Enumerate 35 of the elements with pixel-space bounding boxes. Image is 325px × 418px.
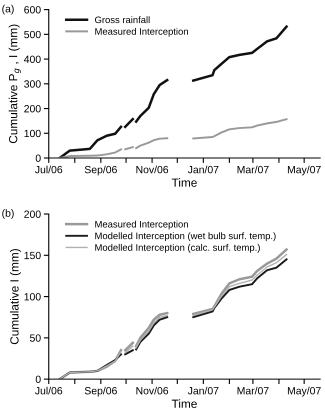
y-tick-label: 200 xyxy=(24,105,41,112)
x-tick-label: Nov/06 xyxy=(136,166,168,174)
x-tick-label: Jul/06 xyxy=(35,166,62,174)
legend-label: Measured Interception xyxy=(95,28,188,37)
x-tick-label: Sep/06 xyxy=(84,166,117,176)
y-tick-label: 400 xyxy=(24,56,41,63)
x-tick-label: May/07 xyxy=(288,386,321,396)
y-tick-label: 0 xyxy=(36,154,41,162)
legend-label: Gross rainfall xyxy=(95,16,150,24)
x-tick-label: May/07 xyxy=(288,166,321,176)
x-tick-label: Sep/06 xyxy=(84,386,117,396)
text: (b) xyxy=(2,209,14,219)
x-tick-label: Jan/07 xyxy=(188,166,218,174)
y-tick-label: 150 xyxy=(24,252,41,260)
y-tick-label: 200 xyxy=(24,210,41,218)
y-tick-label: 0 xyxy=(36,376,41,384)
y-axis-title: Cumulative P$_{g}$ , I (mm) xyxy=(8,24,21,144)
y-axis-title: Cumulative I (mm) xyxy=(10,249,21,344)
x-tick-label: Jul/06 xyxy=(35,386,62,394)
x-tick-label: Nov/06 xyxy=(136,386,168,394)
text: (a) xyxy=(2,4,14,14)
x-axis-title: Time xyxy=(172,178,197,187)
y-tick-label: 600 xyxy=(24,6,41,14)
y-tick-label: 100 xyxy=(24,130,41,138)
x-tick-label: Jan/07 xyxy=(188,386,218,394)
y-tick-label: 50 xyxy=(30,334,41,342)
x-tick-label: Mar/07 xyxy=(238,166,269,174)
legend-label: Modelled Interception (calc. surf. temp.) xyxy=(95,244,260,253)
x-tick-label: Mar/07 xyxy=(238,386,269,394)
legend-label: Modelled Interception (wet bulb surf. temp.) xyxy=(95,232,276,242)
y-tick-label: 300 xyxy=(24,80,41,88)
x-axis-title: Time xyxy=(172,399,197,408)
y-tick-label: 100 xyxy=(24,293,41,300)
y-tick-label: 500 xyxy=(24,30,41,38)
legend-label: Measured Interception xyxy=(95,220,188,230)
